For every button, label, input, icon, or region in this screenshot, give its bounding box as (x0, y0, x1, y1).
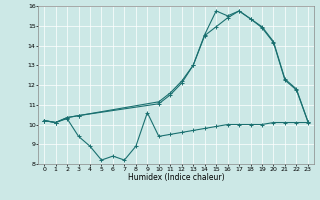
X-axis label: Humidex (Indice chaleur): Humidex (Indice chaleur) (128, 173, 224, 182)
